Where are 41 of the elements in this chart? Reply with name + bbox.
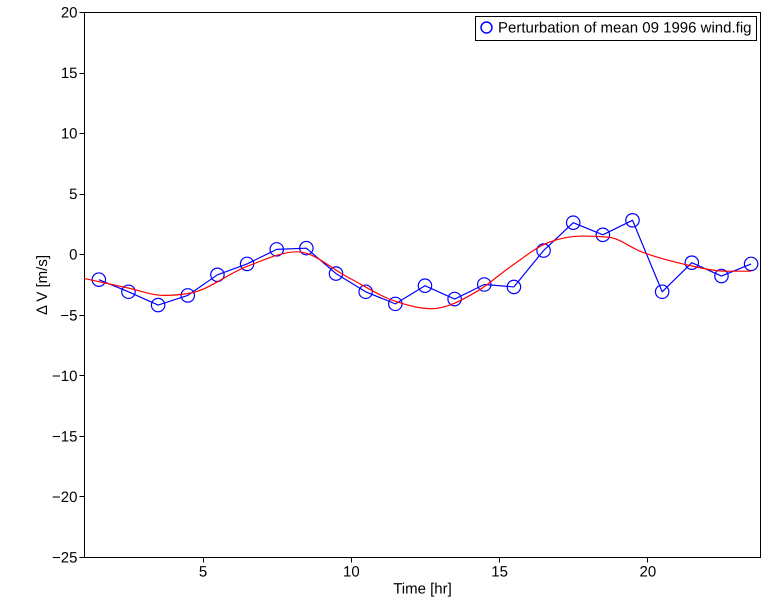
- point: [476, 277, 492, 292]
- x-tick-label: 10: [343, 564, 360, 580]
- y-axis-title: Δ V [m/s]: [34, 254, 52, 316]
- point: [328, 266, 344, 281]
- point: [566, 215, 581, 230]
- line-series: [84, 235, 752, 310]
- point: [744, 256, 758, 272]
- point: [447, 292, 462, 306]
- point: [625, 213, 640, 228]
- point: [121, 284, 136, 300]
- x-tick-label: 20: [639, 564, 656, 580]
- point: [418, 278, 432, 294]
- y-tick-label: −25: [52, 550, 78, 566]
- y-tick-label: −15: [52, 428, 78, 446]
- y-tick-label: 10: [60, 126, 78, 143]
- point: [180, 288, 196, 303]
- point: [240, 256, 254, 272]
- x-tick-label: 5: [198, 564, 208, 580]
- x-tick-label: 15: [491, 564, 508, 580]
- y-tick-label: −20: [52, 488, 78, 506]
- point: [210, 268, 225, 282]
- point: [269, 242, 284, 257]
- point: [92, 272, 106, 287]
- point: [596, 228, 610, 242]
- y-tick-label: −10: [52, 368, 78, 385]
- y-tick-label: −5: [60, 307, 78, 324]
- point: [714, 268, 729, 284]
- y-tick-label: 15: [60, 65, 78, 82]
- point: [150, 298, 166, 312]
- point: [506, 280, 522, 294]
- legend-label: Perturbation of mean 09 1996 wind.fig: [498, 20, 752, 36]
- point: [299, 240, 314, 256]
- point: [654, 284, 670, 300]
- y-tick-label: 20: [60, 4, 78, 22]
- x-axis-title: Time [hr]: [393, 580, 452, 598]
- y-tick-label: 0: [69, 246, 78, 264]
- point: [536, 243, 551, 258]
- point: [358, 284, 373, 300]
- y-tick-label: 5: [69, 186, 78, 204]
- point: [684, 255, 700, 270]
- point: [388, 296, 403, 312]
